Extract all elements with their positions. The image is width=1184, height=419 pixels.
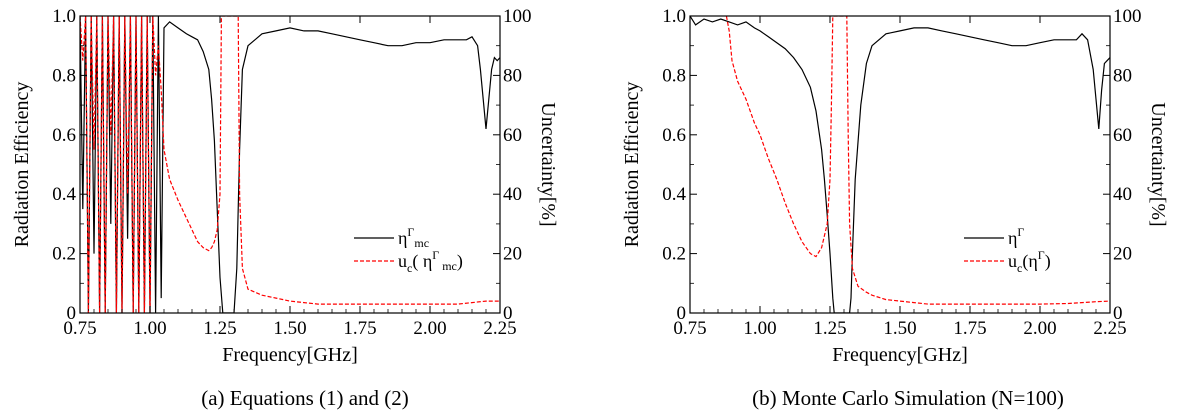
y-tick-label: 1.0	[52, 6, 76, 27]
x-tick-label: 1.50	[273, 318, 306, 339]
x-tick-label: 1.00	[743, 318, 776, 339]
y-axis-label: Radiation Efficiency	[11, 82, 33, 248]
y-right-tick-label: 100	[1113, 6, 1142, 27]
y-right-axis-label: Uncertainty[%]	[537, 102, 559, 226]
panel-caption: (a) Equations (1) and (2)	[201, 386, 409, 410]
y-tick-label: 0.4	[662, 184, 686, 205]
x-tick-label: 1.75	[343, 318, 376, 339]
chart-panel-a: 0.75 1.00 1.25 1.50 1.75 2.00 2.2500.20.40.60.…	[11, 6, 559, 410]
y-tick-label: 0	[67, 303, 77, 324]
x-tick-label: 1.50	[883, 318, 916, 339]
y-axis-label: Radiation Efficiency	[621, 82, 643, 248]
y-right-tick-label: 60	[1113, 125, 1132, 146]
x-axis-label: Frequency[GHz]	[832, 344, 968, 366]
x-axis-label: Frequency[GHz]	[222, 344, 358, 366]
x-tick-label: 0.75	[673, 318, 706, 339]
y-right-tick-label: 80	[1113, 65, 1132, 86]
y-tick-label: 0.8	[662, 65, 686, 86]
x-tick-label: 1.25	[813, 318, 846, 339]
x-tick-label: 2.25	[483, 318, 516, 339]
y-tick-label: 0	[677, 303, 687, 324]
chart-panel-b: 0.75 1.00 1.25 1.50 1.75 2.00 2.2500.20.40.60.…	[621, 6, 1169, 410]
y-right-tick-label: 40	[1113, 184, 1132, 205]
y-tick-label: 0.6	[662, 125, 686, 146]
y-tick-label: 0.4	[52, 184, 76, 205]
x-tick-label: 1.00	[133, 318, 166, 339]
legend-entry-uncertainty: uc( ηΓ mc)	[398, 248, 463, 275]
y-right-tick-label: 0	[503, 303, 513, 324]
series-line-uncertainty	[725, 16, 1110, 305]
y-right-tick-label: 20	[1113, 244, 1132, 265]
x-tick-label: 2.25	[1093, 318, 1126, 339]
series-line-efficiency	[690, 16, 1110, 313]
y-tick-label: 0.8	[52, 65, 76, 86]
y-right-tick-label: 80	[503, 65, 522, 86]
x-tick-label: 2.00	[1023, 318, 1056, 339]
x-tick-label: 1.75	[953, 318, 986, 339]
legend-entry-efficiency: ηΓmc	[398, 225, 429, 250]
x-tick-label: 1.25	[203, 318, 236, 339]
x-tick-label: 2.00	[413, 318, 446, 339]
y-tick-label: 1.0	[662, 6, 686, 27]
y-right-axis-label: Uncertainty[%]	[1147, 102, 1169, 226]
legend-entry-efficiency: ηΓ	[1008, 225, 1024, 248]
y-tick-label: 0.2	[662, 244, 686, 265]
legend-entry-uncertainty: uc(ηΓ)	[1008, 248, 1051, 275]
y-right-tick-label: 20	[503, 244, 522, 265]
y-right-tick-label: 40	[503, 184, 522, 205]
x-tick-label: 0.75	[63, 318, 96, 339]
series-line-uncertainty	[80, 16, 500, 313]
y-right-tick-label: 0	[1113, 303, 1123, 324]
y-tick-label: 0.2	[52, 244, 76, 265]
y-right-tick-label: 60	[503, 125, 522, 146]
y-right-tick-label: 100	[503, 6, 532, 27]
y-tick-label: 0.6	[52, 125, 76, 146]
panel-caption: (b) Monte Carlo Simulation (N=100)	[752, 386, 1064, 410]
